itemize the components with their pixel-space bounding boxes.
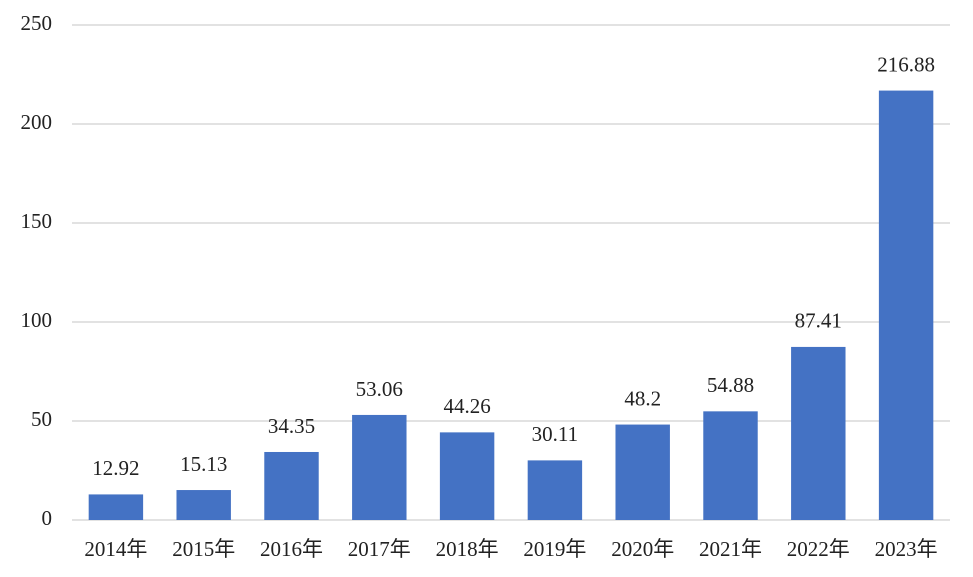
- bar: [878, 90, 934, 520]
- bar: [791, 346, 846, 520]
- data-label: 53.06: [356, 377, 403, 401]
- y-tick-label: 0: [42, 506, 53, 530]
- x-tick-label: 2019年: [523, 537, 586, 561]
- bar: [88, 494, 144, 520]
- x-tick-label: 2017年: [348, 537, 411, 561]
- bar: [703, 411, 758, 520]
- bar: [527, 460, 583, 520]
- x-tick-label: 2021年: [699, 537, 762, 561]
- bar: [176, 490, 231, 520]
- y-tick-label: 100: [21, 308, 53, 332]
- x-tick-label: 2023年: [875, 537, 938, 561]
- x-tick-label: 2018年: [436, 537, 499, 561]
- bar: [352, 414, 407, 520]
- x-tick-label: 2022年: [787, 537, 850, 561]
- data-label: 12.92: [92, 456, 139, 480]
- data-label: 54.88: [707, 373, 754, 397]
- bar: [439, 432, 495, 520]
- data-label: 44.26: [443, 394, 490, 418]
- data-label: 15.13: [180, 452, 227, 476]
- data-label: 48.2: [624, 386, 661, 410]
- x-tick-label: 2015年: [172, 537, 235, 561]
- x-tick-label: 2014年: [84, 537, 147, 561]
- y-tick-label: 250: [21, 11, 53, 35]
- x-tick-label: 2016年: [260, 537, 323, 561]
- data-label: 34.35: [268, 414, 315, 438]
- data-label: 30.11: [532, 422, 578, 446]
- data-label: 216.88: [877, 52, 935, 76]
- data-label: 87.41: [795, 309, 842, 333]
- bar: [264, 451, 319, 520]
- y-tick-label: 200: [21, 110, 53, 134]
- y-tick-label: 50: [31, 407, 52, 431]
- y-tick-label: 150: [21, 209, 53, 233]
- x-tick-label: 2020年: [611, 537, 674, 561]
- bar: [615, 424, 670, 520]
